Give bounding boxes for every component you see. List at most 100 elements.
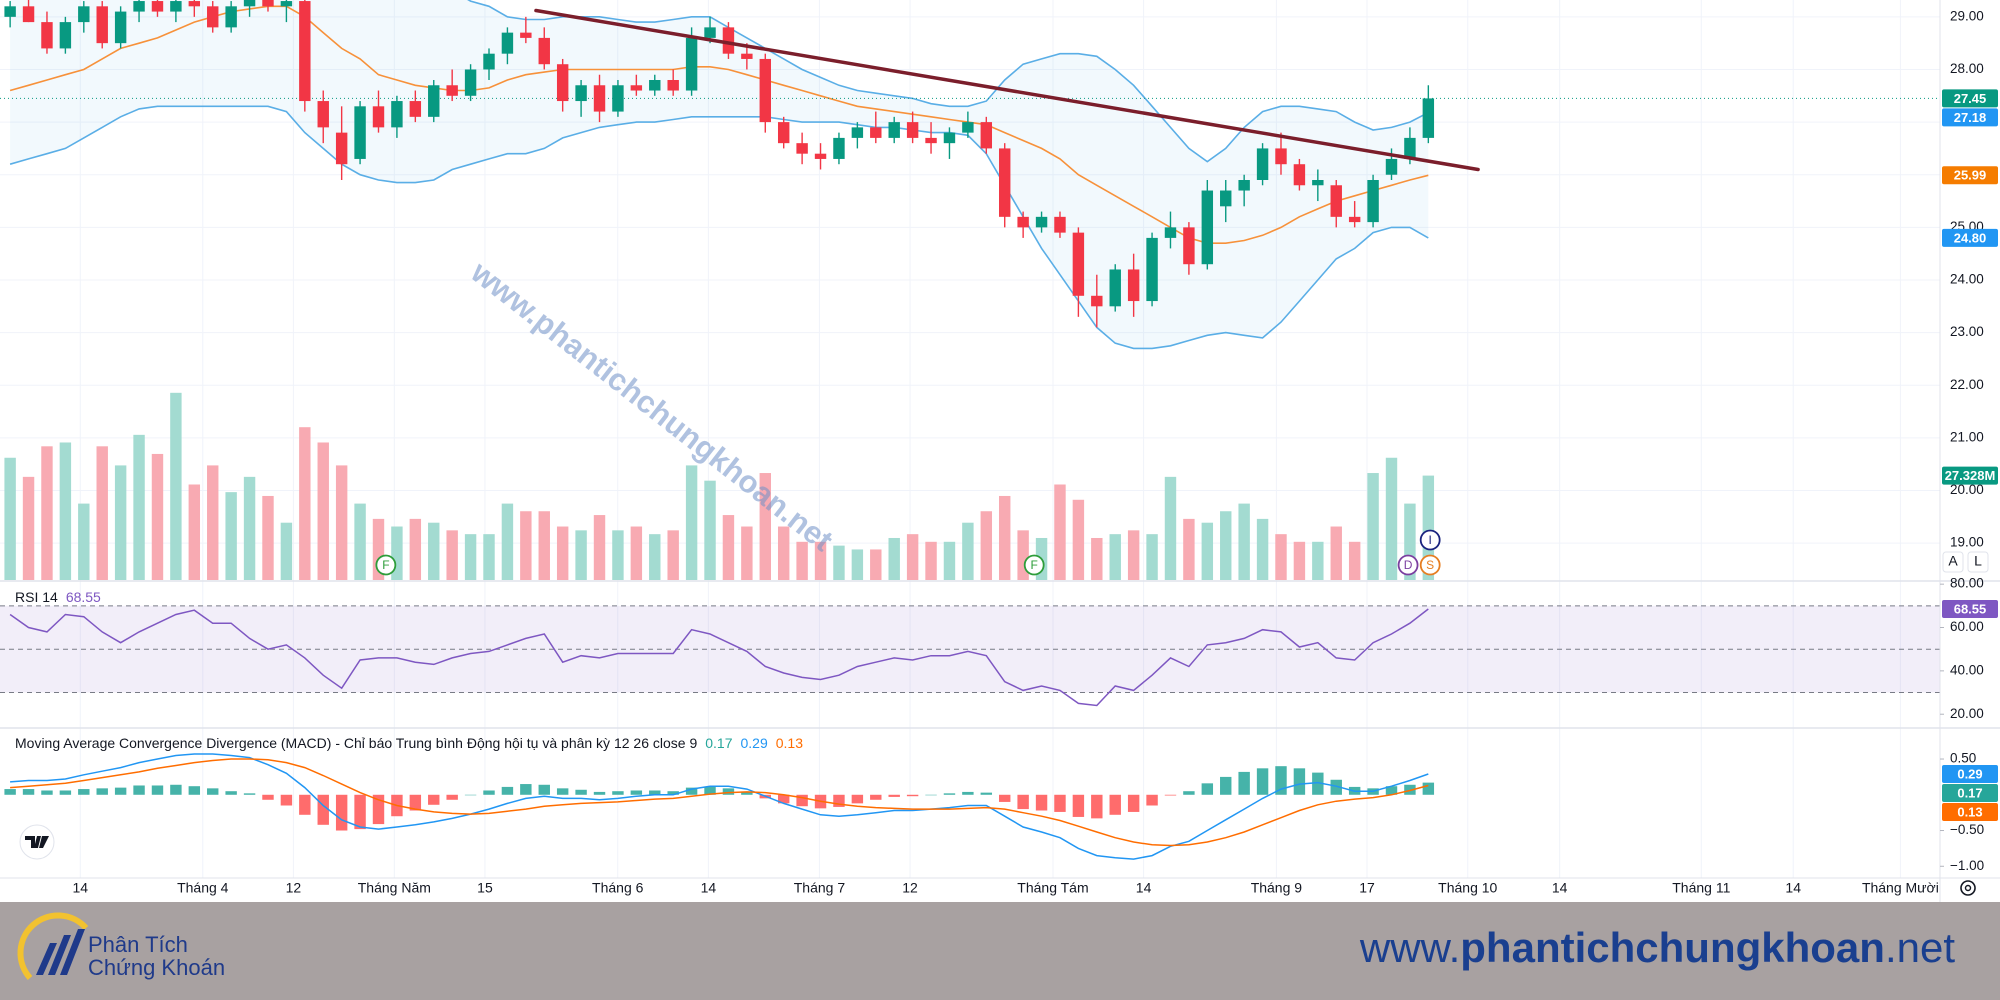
macd-histogram-bar (299, 794, 311, 815)
macd-histogram-bar (1312, 772, 1324, 795)
volume-bar (906, 534, 919, 580)
volume-bar (1164, 476, 1177, 580)
x-tick-label: Tháng 4 (177, 880, 229, 896)
signal-line (10, 758, 1429, 847)
macd-histogram-bar (1146, 794, 1158, 806)
separators (0, 0, 2000, 902)
macd-histogram-bar (575, 789, 587, 795)
macd-histogram-bar (556, 788, 569, 795)
macd-histogram-bar (999, 794, 1011, 802)
event-marker-label: D (1404, 558, 1413, 572)
macd-histogram-bar (1256, 768, 1269, 795)
volume-bar (888, 537, 900, 580)
scale-button[interactable] (1942, 551, 1964, 573)
candle-body (943, 132, 956, 144)
macd-histogram-bar (446, 794, 458, 800)
volume-bar (428, 522, 440, 580)
candle-body (372, 106, 385, 128)
footer: Phân Tích Chứng Khoán www.phantichchungk… (0, 902, 2000, 1000)
candle-body (4, 6, 16, 17)
scale-button-label[interactable]: L (1974, 553, 1982, 569)
x-tick-label: Tháng Tám (1017, 880, 1088, 896)
axes: 14 Tháng 4 12 Tháng Năm 15 Tháng 6 14 Tháng 7 12… (73, 8, 1985, 895)
scale-button[interactable] (1967, 551, 1989, 573)
candle-body (538, 37, 550, 65)
volume-bar (225, 492, 237, 580)
rsi-band (0, 605, 1940, 693)
y-tick-label: 20.00 (1950, 706, 1984, 721)
y-tick-label: 60.00 (1950, 619, 1984, 634)
macd-histogram-bar (59, 790, 72, 795)
candle-body (1293, 164, 1306, 186)
x-tick-label: Tháng 9 (1251, 880, 1303, 896)
volume-bar (133, 434, 145, 580)
candle-body (593, 85, 606, 112)
rsi-pane (0, 605, 1940, 707)
macd-histogram-bar (741, 791, 753, 795)
macd-histogram-bar (520, 784, 532, 795)
candle-body (962, 122, 974, 133)
event-marker (375, 554, 397, 576)
x-tick-label: Tháng 6 (592, 880, 644, 896)
axis-value-tag-label: 68.55 (1954, 601, 1987, 616)
volume-bar (1109, 534, 1121, 580)
gear-center[interactable] (1964, 884, 1972, 892)
axis-value-tag-label: 25.99 (1954, 168, 1987, 183)
x-tick-label: 14 (73, 880, 89, 896)
rsi-line (9, 608, 1429, 707)
volume-bar (151, 453, 164, 580)
volume-bar (667, 530, 679, 580)
candle-body (1256, 148, 1269, 180)
axis-value-tag-label: 24.80 (1954, 230, 1987, 245)
macd-histogram-bar (262, 794, 274, 800)
macd-histogram-bar (1072, 794, 1085, 817)
macd-histogram-bar (1293, 768, 1306, 795)
macd-histogram-bar (1054, 794, 1066, 812)
logo-line1: Phân Tích (88, 932, 188, 957)
macd-histogram-bar (1385, 786, 1398, 795)
y-tick-label: 80.00 (1950, 576, 1984, 591)
x-tick-label: 14 (701, 880, 717, 896)
candle-body (207, 6, 219, 28)
macd-histogram-bar (1183, 791, 1195, 795)
volume-bar (685, 465, 698, 580)
candle-body (335, 132, 348, 165)
candle-body (1127, 269, 1140, 302)
macd-histogram-bar (22, 789, 35, 795)
gear[interactable] (1960, 880, 1976, 896)
candle-body (759, 58, 771, 123)
macd-value: 0.29 (740, 735, 767, 751)
footer-band (0, 902, 2000, 1000)
axis-value-tag-label: 0.17 (1957, 785, 1982, 800)
logo-line2: Chứng Khoán (88, 955, 225, 980)
candle-body (59, 22, 72, 49)
candle-body (409, 101, 422, 117)
scale-button-label[interactable]: A (1948, 553, 1958, 569)
volume-bar (741, 526, 753, 580)
axis-value-tag (1942, 803, 1998, 822)
axis-value-tag-label: 27.18 (1954, 110, 1987, 125)
candle-body (446, 85, 458, 96)
macd-histogram-bar (41, 790, 53, 795)
volume-bar (409, 518, 422, 580)
axis-value-tag-label: 27.328M (1945, 468, 1996, 483)
candle-body (685, 37, 698, 91)
candle-body (741, 53, 753, 59)
candle-body (833, 137, 845, 159)
volume-bar (59, 442, 72, 580)
grid (0, 0, 1940, 878)
macd-histogram-bar (612, 791, 624, 795)
candle-body (777, 122, 790, 144)
y-tick-label: 20.00 (1950, 482, 1984, 497)
settings-icon[interactable] (1960, 880, 1976, 896)
volume-bar (593, 515, 606, 580)
y-tick-label: 29.00 (1950, 8, 1984, 23)
macd-histogram-bar (943, 793, 956, 795)
x-tick-label: 12 (286, 880, 302, 896)
candle-body (501, 32, 514, 54)
volume-bar (170, 392, 182, 580)
volume-bar (777, 526, 790, 580)
axis-value-tag (1942, 765, 1998, 784)
candle-body (1091, 295, 1103, 307)
macd-histogram-bar (538, 784, 550, 795)
